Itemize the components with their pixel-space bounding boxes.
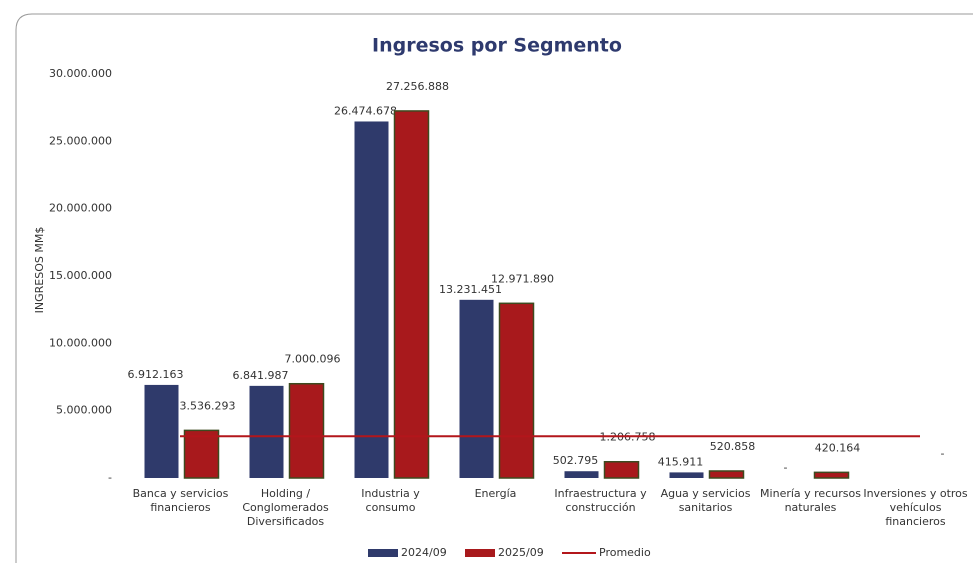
bar <box>354 121 389 478</box>
value-label: 415.911 <box>658 455 704 468</box>
x-tick-label: Banca y servicios financieros <box>133 487 229 514</box>
bar <box>459 299 494 478</box>
y-tick-label: 25.000.000 <box>49 134 112 147</box>
bar <box>564 471 599 478</box>
x-tick-label: Minería y recursos naturales <box>760 487 861 514</box>
legend-label: 2025/09 <box>498 546 544 559</box>
x-tick-label-line: Banca y servicios <box>133 487 229 500</box>
value-label: - <box>941 447 945 460</box>
x-tick-label: Inversiones y otros vehículos financieros <box>863 487 968 528</box>
bar <box>288 382 325 479</box>
x-tick-label-line: Inversiones y otros <box>863 487 968 500</box>
value-label: 12.971.890 <box>491 272 554 285</box>
value-label: 13.231.451 <box>439 283 502 296</box>
chart-title: Ingresos por Segmento <box>372 35 622 57</box>
x-tick-label-line: vehículos <box>890 501 942 514</box>
bar <box>393 110 430 479</box>
x-tick-label-line: consumo <box>366 501 416 514</box>
legend-label: Promedio <box>599 546 651 559</box>
y-tick-label: 30.000.000 <box>49 67 112 80</box>
x-tick-label-line: Agua y servicios <box>661 487 751 500</box>
x-tick-label: Infraestructura y construcción <box>554 487 647 514</box>
bar <box>813 471 850 479</box>
x-tick-label-line: construcción <box>565 501 635 514</box>
x-tick-label-line: Diversificados <box>247 515 325 528</box>
x-tick-label: Energía <box>475 487 517 500</box>
x-tick-label-line: Holding / <box>261 487 311 500</box>
x-tick-label: Holding / Conglomerados Diversificados <box>242 487 329 528</box>
legend-swatch <box>465 549 495 557</box>
x-tick-label-line: Conglomerados <box>242 501 329 514</box>
legend-swatch <box>368 549 398 557</box>
value-label: 6.912.163 <box>128 368 184 381</box>
value-label: 26.474.678 <box>334 104 397 117</box>
bar <box>669 472 704 478</box>
bar <box>183 429 220 479</box>
x-tick-label-line: Industria y <box>361 487 420 500</box>
bar <box>498 302 535 479</box>
bar <box>249 385 284 478</box>
x-tick-label-line: sanitarios <box>679 501 733 514</box>
value-label: 6.841.987 <box>233 369 289 382</box>
value-label: 502.795 <box>553 454 599 467</box>
x-tick-label: Industria y consumo <box>361 487 420 514</box>
legend-label: 2024/09 <box>401 546 447 559</box>
x-tick-label: Agua y servicios sanitarios <box>661 487 751 514</box>
y-tick-label: 20.000.000 <box>49 202 112 215</box>
x-tick-label-line: naturales <box>785 501 837 514</box>
value-label: - <box>784 461 788 474</box>
value-label: 7.000.096 <box>285 353 341 366</box>
value-label: 420.164 <box>815 441 861 454</box>
x-tick-label-line: Energía <box>475 487 517 500</box>
x-tick-label-line: Infraestructura y <box>554 487 647 500</box>
value-label: 520.858 <box>710 440 756 453</box>
bar <box>603 460 640 479</box>
x-tick-label-line: financieros <box>150 501 210 514</box>
bar <box>144 384 179 478</box>
y-tick-label: 10.000.000 <box>49 336 112 349</box>
x-tick-label-line: financieros <box>885 515 945 528</box>
value-label: 3.536.293 <box>180 399 236 412</box>
y-axis-label: INGRESOS MM$ <box>33 227 46 314</box>
y-tick-label: 15.000.000 <box>49 269 112 282</box>
y-tick-label: - <box>108 471 112 484</box>
bar <box>708 470 745 479</box>
x-tick-label-line: Minería y recursos <box>760 487 861 500</box>
value-label: 27.256.888 <box>386 80 449 93</box>
y-tick-label: 5.000.000 <box>56 404 112 417</box>
frame <box>15 13 973 563</box>
